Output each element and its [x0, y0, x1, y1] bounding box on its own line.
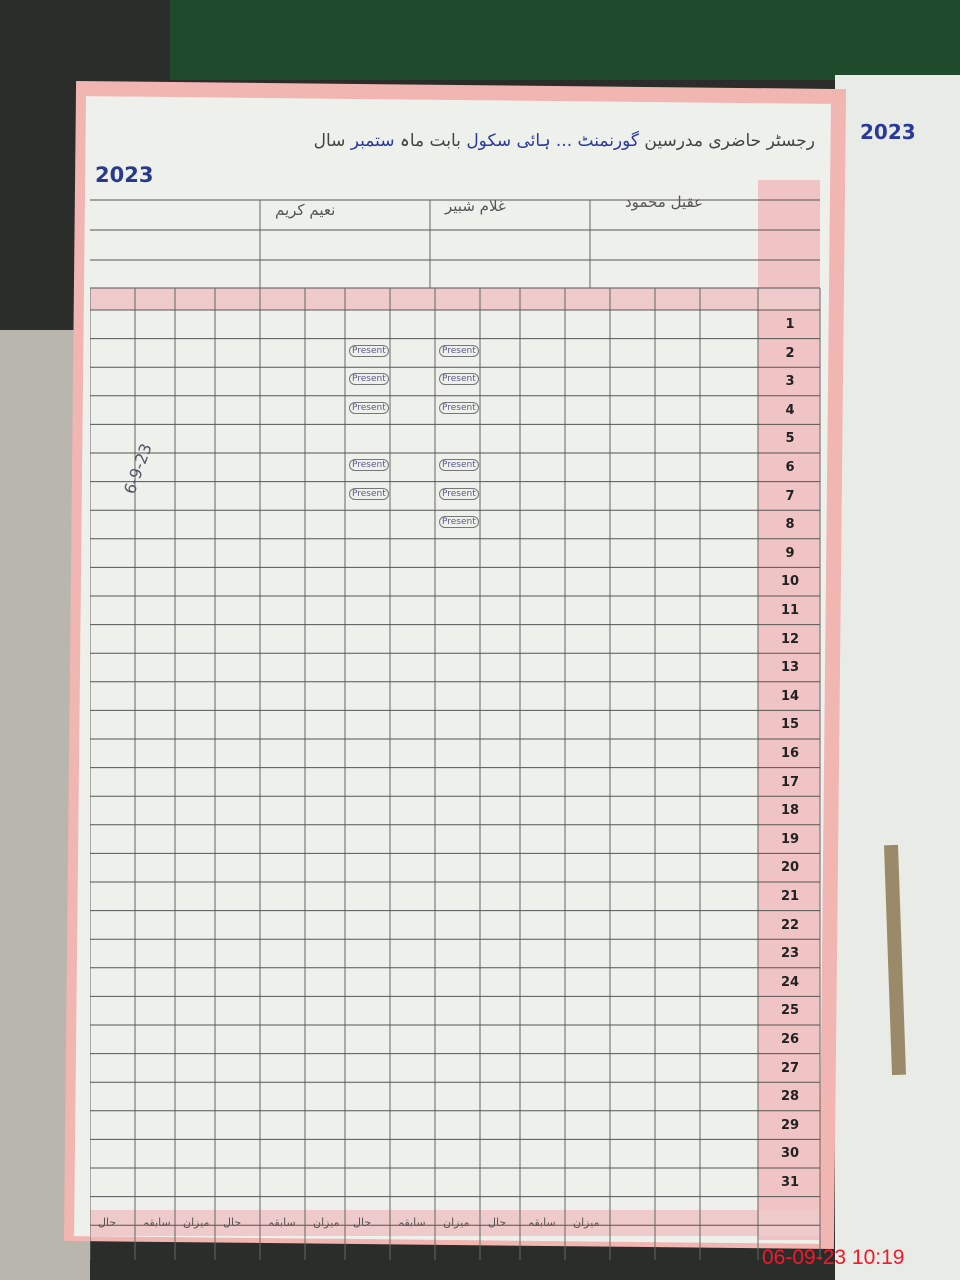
teacher-name: غلام شبیر — [445, 197, 506, 215]
footer-label: سابقہ — [143, 1216, 171, 1229]
day-number: 6 — [785, 460, 795, 475]
title-text: رجسٹر حاضری مدرسین — [644, 131, 815, 151]
day-number: 12 — [780, 631, 800, 647]
footer-label: حال — [353, 1216, 372, 1229]
photo-timestamp: 06-09-23 10:19 — [762, 1246, 905, 1269]
footer-label: سابقہ — [398, 1216, 426, 1229]
day-number: 1 — [785, 317, 795, 332]
background-carpet — [170, 0, 960, 80]
footer-label: سابقہ — [268, 1216, 296, 1229]
day-number: 17 — [780, 774, 800, 790]
header-band — [90, 288, 820, 310]
year-label: سال — [313, 131, 346, 151]
day-number: 14 — [780, 688, 800, 704]
day-number: 24 — [780, 974, 800, 990]
day-number: 15 — [780, 717, 800, 733]
present-entry: Present — [349, 401, 389, 414]
footer-label: سابقہ — [528, 1216, 556, 1229]
month: ستمبر — [350, 131, 395, 151]
footer-label: حال — [223, 1216, 242, 1229]
day-number: 26 — [780, 1032, 800, 1047]
present-entry: Present — [349, 373, 389, 386]
day-number: 2 — [785, 345, 795, 361]
day-number: 27 — [780, 1060, 800, 1076]
day-number: 22 — [780, 917, 800, 933]
day-number: 21 — [780, 889, 800, 904]
day-number: 9 — [785, 545, 795, 561]
day-number: 28 — [780, 1089, 800, 1105]
day-number: 19 — [780, 831, 800, 847]
present-entry: Present — [439, 344, 479, 357]
teacher-name: نعیم کریم — [275, 201, 336, 219]
present-entry: Present — [439, 516, 479, 529]
present-entry: Present — [349, 344, 389, 357]
footer-label: حال — [488, 1216, 507, 1229]
title-month-label: بابت ماہ — [399, 131, 461, 151]
day-number: 13 — [780, 660, 800, 676]
present-entry: Present — [439, 373, 479, 386]
school-name: گورنمنٹ ... ہائی سکول — [466, 131, 640, 151]
attendance-grid — [90, 180, 821, 1260]
day-number: 16 — [780, 746, 800, 761]
footer-label: حال — [98, 1216, 117, 1229]
right-page — [835, 75, 960, 1280]
footer-band — [90, 1210, 820, 1236]
day-number: 7 — [785, 488, 795, 504]
present-entry: Present — [349, 459, 389, 471]
day-number: 3 — [785, 374, 795, 390]
footer-label: میزان — [573, 1216, 600, 1229]
present-entry: Present — [439, 401, 479, 414]
day-number: 23 — [780, 946, 800, 962]
register-title: رجسٹر حاضری مدرسین گورنمنٹ ... ہائی سکول… — [95, 130, 815, 151]
day-number: 30 — [780, 1146, 800, 1162]
day-number: 25 — [780, 1003, 800, 1019]
day-number: 8 — [785, 517, 795, 533]
day-number: 29 — [780, 1117, 800, 1133]
day-number: 10 — [780, 574, 800, 590]
right-page-year: 2023 — [860, 120, 916, 144]
day-number: 18 — [780, 803, 800, 819]
present-entry: Present — [349, 487, 389, 500]
teacher-names: عقیل محمود غلام شبیر نعیم کریم — [95, 185, 815, 275]
footer-label: میزان — [313, 1216, 340, 1229]
day-number: 31 — [780, 1175, 800, 1190]
present-entry: Present — [439, 459, 479, 471]
day-number: 20 — [780, 860, 800, 876]
present-entry: Present — [439, 487, 479, 500]
day-number: 5 — [785, 431, 795, 447]
year: 2023 — [95, 163, 154, 187]
footer-label: میزان — [443, 1216, 470, 1229]
day-number: 11 — [780, 603, 800, 618]
day-number: 4 — [785, 402, 795, 418]
footer-label: میزان — [183, 1216, 210, 1229]
teacher-name: عقیل محمود — [625, 193, 704, 211]
